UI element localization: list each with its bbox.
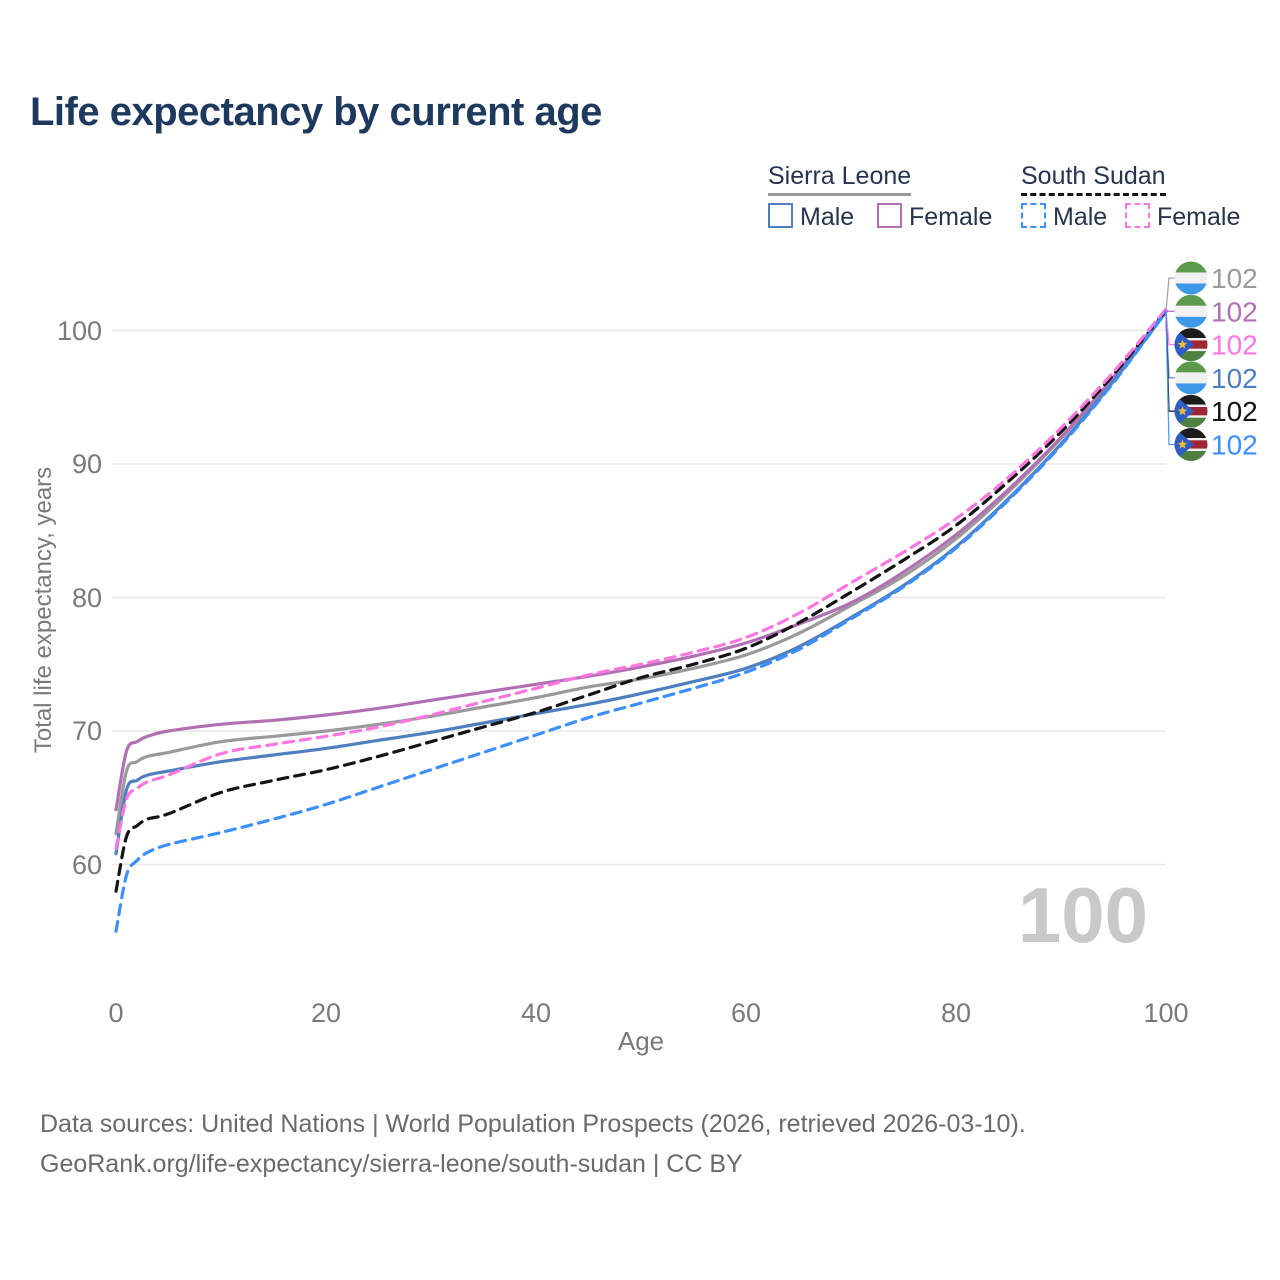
series-line-sierra-leone-male[interactable]: [114, 310, 1168, 856]
end-label-sierra-leone-male: 102: [1211, 363, 1258, 394]
x-tick-0: 0: [108, 998, 124, 1028]
end-label-sierra-leone-both: 102: [1211, 263, 1258, 294]
series-line-south-sudan-female[interactable]: [114, 307, 1168, 851]
legend-label-sierra-leone-male[interactable]: Male: [800, 203, 855, 231]
x-axis-title: Age: [617, 1026, 665, 1056]
y-tick-70: 70: [71, 716, 102, 746]
series-line-south-sudan-both[interactable]: [114, 308, 1168, 893]
legend-swatch-south-sudan-male[interactable]: [1021, 203, 1046, 228]
footer-attribution: GeoRank.org/life-expectancy/sierra-leone…: [40, 1150, 743, 1178]
legend-group-sierra-leone[interactable]: Sierra Leone: [768, 162, 912, 196]
legend-swatch-sierra-leone-male[interactable]: [768, 203, 793, 228]
legend-swatch-south-sudan-female[interactable]: [1125, 203, 1150, 228]
end-label-south-sudan-both: 102: [1211, 396, 1258, 427]
south-sudan-flag-icon: [1174, 328, 1208, 362]
end-label-south-sudan-male: 102: [1211, 430, 1258, 461]
series-line-south-sudan-male[interactable]: [114, 310, 1168, 933]
end-label-south-sudan-female: 102: [1211, 330, 1258, 361]
legend-label-south-sudan-female[interactable]: Female: [1157, 203, 1241, 231]
y-tick-90: 90: [71, 449, 102, 479]
y-tick-80: 80: [71, 582, 102, 613]
x-tick-80: 80: [940, 998, 972, 1028]
south-sudan-flag-icon: [1174, 428, 1208, 461]
legend-swatch-sierra-leone-female[interactable]: [877, 203, 902, 228]
sierra-leone-flag-icon: [1174, 294, 1208, 328]
legend-group-south-sudan[interactable]: South Sudan: [1021, 162, 1166, 196]
x-tick-100: 100: [1143, 998, 1189, 1028]
x-tick-40: 40: [520, 998, 552, 1028]
x-tick-20: 20: [310, 998, 342, 1028]
y-tick-60: 60: [71, 849, 102, 880]
series-line-sierra-leone-both[interactable]: [114, 308, 1168, 836]
sierra-leone-flag-icon: [1174, 361, 1208, 395]
south-sudan-flag-icon: [1174, 394, 1208, 428]
leader-line-south-sudan-female: [1165, 309, 1175, 346]
sierra-leone-flag-icon: [1174, 261, 1208, 295]
leader-line-south-sudan-male: [1165, 311, 1175, 446]
legend-label-sierra-leone-female[interactable]: Female: [909, 203, 993, 231]
leader-line-sierra-leone-both: [1165, 277, 1175, 311]
footer-data-sources: Data sources: United Nations | World Pop…: [40, 1110, 1026, 1138]
page-title: Life expectancy by current age: [30, 90, 602, 134]
x-tick-60: 60: [730, 998, 762, 1028]
legend-label-south-sudan-male[interactable]: Male: [1053, 203, 1108, 231]
end-label-sierra-leone-female: 102: [1211, 296, 1258, 327]
age-cursor-watermark: 100: [1017, 871, 1148, 959]
y-tick-100: 100: [56, 315, 102, 346]
leader-line-sierra-leone-female: [1165, 309, 1175, 312]
